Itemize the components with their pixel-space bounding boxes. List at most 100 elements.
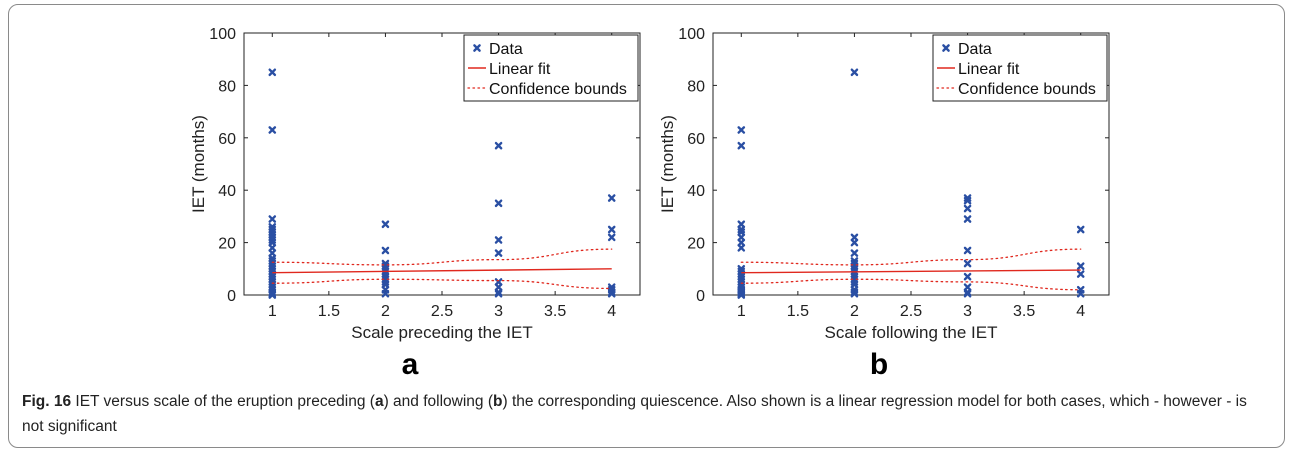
legend-label: Data	[489, 41, 523, 58]
data-point	[963, 246, 972, 255]
x-tick-label: 3	[494, 303, 503, 320]
legend-label: Linear fit	[489, 61, 551, 78]
x-axis-label: Scale following the IET	[825, 323, 998, 342]
y-tick-label: 100	[209, 26, 236, 43]
linear-fit-line	[741, 269, 1081, 274]
linear-fit-line	[272, 268, 612, 274]
caption-text-part-1: IET versus scale of the eruption precedi…	[71, 393, 375, 410]
data-point	[850, 249, 859, 257]
data-point	[607, 194, 616, 202]
y-tick-label: 0	[696, 288, 705, 305]
data-point	[607, 233, 616, 242]
y-tick-label: 20	[218, 236, 236, 253]
data-point	[1076, 289, 1085, 298]
figure-frame	[8, 4, 1285, 448]
data-point	[1076, 270, 1085, 278]
data-point	[963, 272, 972, 281]
data-point	[737, 244, 746, 252]
data-point	[494, 283, 503, 291]
x-tick-label: 2.5	[900, 303, 922, 320]
data-point	[268, 233, 277, 242]
panel-label-b: b	[869, 348, 889, 381]
legend-label: Confidence bounds	[958, 81, 1096, 98]
x-tick-label: 4	[1076, 303, 1085, 320]
data-point	[381, 289, 390, 298]
confidence-bound-curve	[740, 248, 1082, 266]
chart-legend: Data Linear fit Confidence bounds	[463, 34, 639, 102]
y-tick-label: 60	[687, 131, 705, 148]
data-point	[268, 68, 277, 77]
data-point	[737, 228, 746, 236]
data-point	[268, 238, 277, 247]
x-axis-label: Scale preceding the IET	[351, 323, 532, 342]
data-point	[1076, 225, 1085, 234]
data-point	[737, 126, 746, 134]
caption-figure-label: Fig. 16	[22, 393, 72, 410]
y-tick-label: 20	[687, 236, 705, 253]
legend-box	[463, 34, 639, 102]
data-point	[963, 196, 972, 205]
data-point	[268, 249, 277, 257]
x-tick-label: 4	[607, 303, 616, 320]
y-tick-label: 80	[687, 78, 705, 95]
x-tick-label: 2	[381, 303, 390, 320]
data-point	[850, 68, 859, 77]
data-point	[963, 283, 972, 291]
data-point	[381, 220, 390, 229]
data-point	[268, 126, 277, 134]
x-tick-label: 1.5	[787, 303, 809, 320]
data-point	[850, 238, 859, 247]
data-point	[737, 220, 746, 229]
x-tick-label: 3.5	[544, 303, 566, 320]
x-tick-label: 3.5	[1013, 303, 1035, 320]
data-point	[494, 199, 503, 208]
y-tick-label: 80	[218, 78, 236, 95]
y-tick-label: 100	[678, 26, 705, 43]
y-tick-label: 40	[218, 183, 236, 200]
x-tick-label: 3	[963, 303, 972, 320]
data-point	[607, 289, 616, 298]
panel-label-a: a	[401, 348, 419, 381]
figure: 1 1.5 2 2.5 3 3.5 4 0 20 40 60 80 100 Scale preceding…	[189, 26, 1110, 381]
data-point	[268, 291, 277, 299]
data-point	[963, 215, 972, 223]
data-point	[737, 141, 746, 150]
data-point	[268, 215, 277, 223]
y-tick-label: 40	[687, 183, 705, 200]
data-point	[963, 289, 972, 298]
y-tick-label: 60	[218, 131, 236, 148]
data-point	[1076, 262, 1085, 270]
data-point	[494, 236, 503, 244]
legend-data-marker	[473, 44, 481, 52]
confidence-bound-curve	[271, 278, 613, 290]
x-tick-label: 1.5	[318, 303, 340, 320]
caption-ref-a: a	[374, 393, 384, 410]
caption-ref-b: b	[493, 393, 503, 410]
caption-text-part-2: ) and following (	[383, 393, 494, 410]
data-point	[381, 246, 390, 255]
legend-label: Data	[958, 41, 992, 58]
data-point	[494, 249, 503, 257]
data-point	[963, 204, 972, 213]
confidence-bound-curve	[740, 278, 1082, 291]
x-tick-label: 1	[268, 303, 277, 320]
legend-label: Linear fit	[958, 61, 1020, 78]
data-point	[737, 233, 746, 242]
x-tick-label: 1	[737, 303, 746, 320]
y-axis-label: IET (months)	[658, 115, 677, 213]
data-point	[737, 238, 746, 247]
figure-caption: Fig. 16 IET versus scale of the eruption…	[22, 389, 1272, 439]
x-tick-label: 2	[850, 303, 859, 320]
confidence-bound-curve	[271, 248, 613, 266]
chart-legend: Data Linear fit Confidence bounds	[932, 34, 1108, 102]
y-axis-label: IET (months)	[189, 115, 208, 213]
data-point	[850, 289, 859, 298]
data-point	[850, 233, 859, 242]
x-tick-label: 2.5	[431, 303, 453, 320]
data-point	[607, 225, 616, 234]
data-point	[494, 141, 503, 150]
legend-label: Confidence bounds	[489, 81, 627, 98]
data-point	[268, 244, 277, 252]
